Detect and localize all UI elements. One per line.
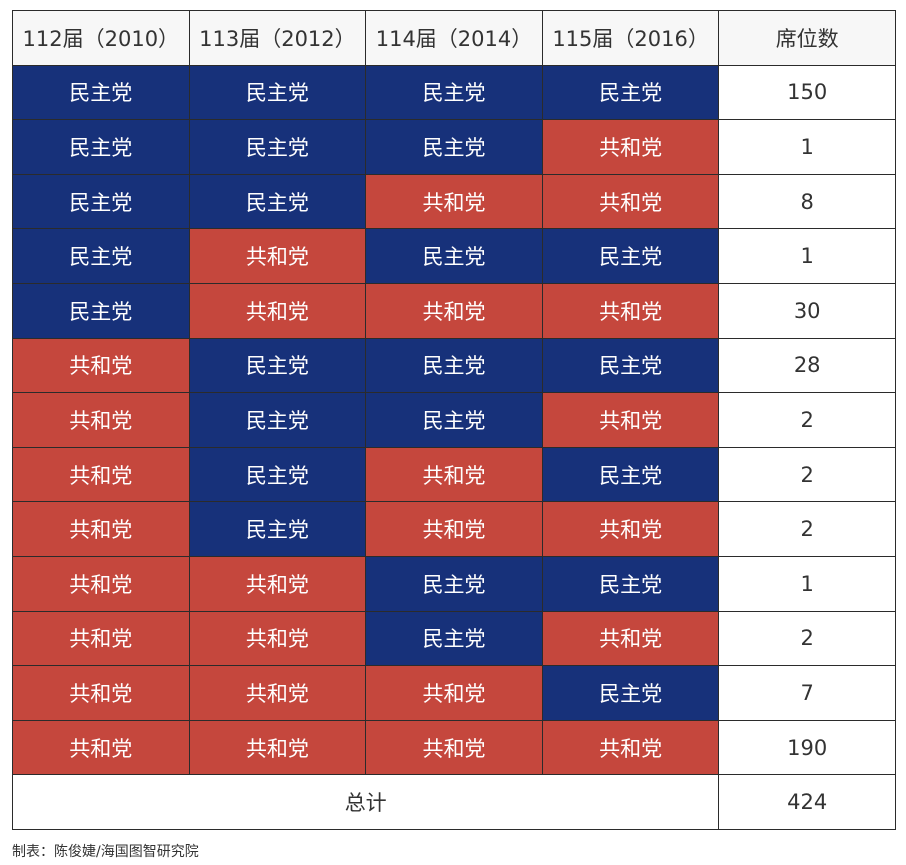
party-cell: 民主党 (12, 64, 190, 121)
source-note: 制表：陈俊婕/海国图智研究院 (12, 844, 199, 860)
party-cell: 民主党 (365, 610, 543, 667)
party-cell: 民主党 (188, 119, 367, 175)
party-cell: 共和党 (12, 665, 190, 721)
party-cell: 民主党 (188, 501, 367, 557)
seat-count-cell: 190 (718, 719, 896, 776)
party-cell: 民主党 (188, 337, 367, 394)
seat-count-cell: 30 (718, 282, 896, 339)
party-cell: 共和党 (365, 173, 543, 230)
party-cell: 共和党 (12, 446, 190, 503)
total-label: 总计 (11, 774, 720, 830)
party-cell: 民主党 (365, 392, 543, 448)
table-row: 民主党 共和党 共和党 共和党 30 (12, 282, 896, 339)
table-row: 民主党 民主党 民主党 民主党 150 (12, 64, 896, 121)
party-cell: 共和党 (365, 665, 543, 721)
party-cell: 民主党 (365, 555, 543, 612)
party-cell: 共和党 (12, 501, 190, 557)
seat-count-cell: 1 (718, 228, 896, 284)
seat-count-cell: 8 (718, 173, 896, 230)
table-row: 共和党 民主党 共和党 民主党 2 (12, 446, 896, 503)
seat-count-cell: 2 (718, 446, 896, 503)
table-row: 共和党 共和党 民主党 民主党 1 (12, 555, 896, 612)
party-cell: 共和党 (541, 610, 720, 667)
party-cell: 民主党 (541, 228, 720, 284)
party-cell: 共和党 (365, 719, 543, 776)
party-cell: 民主党 (365, 64, 543, 121)
party-cell: 共和党 (541, 719, 720, 776)
party-cell: 民主党 (12, 282, 190, 339)
party-cell: 共和党 (365, 501, 543, 557)
table-body: 民主党 民主党 民主党 民主党 150 民主党 民主党 民主党 共和党 1 民主党 民主党 共和党 共和党… (12, 64, 896, 776)
total-value: 424 (718, 774, 896, 830)
party-cell: 共和党 (541, 173, 720, 230)
party-cell: 民主党 (188, 64, 367, 121)
table-row: 共和党 民主党 共和党 共和党 2 (12, 501, 896, 557)
party-cell: 共和党 (188, 719, 367, 776)
party-cell: 共和党 (541, 119, 720, 175)
table-row: 共和党 共和党 民主党 共和党 2 (12, 610, 896, 667)
party-cell: 民主党 (188, 392, 367, 448)
seat-count-cell: 28 (718, 337, 896, 394)
party-cell: 共和党 (188, 555, 367, 612)
party-cell: 共和党 (541, 392, 720, 448)
party-cell: 共和党 (365, 446, 543, 503)
seat-count-cell: 2 (718, 610, 896, 667)
party-cell: 民主党 (12, 173, 190, 230)
party-cell: 民主党 (188, 173, 367, 230)
header-112: 112届（2010） (12, 10, 190, 66)
table-row: 民主党 民主党 共和党 共和党 8 (12, 173, 896, 230)
seat-count-cell: 2 (718, 501, 896, 557)
party-cell: 共和党 (12, 719, 190, 776)
header-114: 114届（2014） (365, 10, 543, 66)
party-cell: 共和党 (188, 610, 367, 667)
table-row: 共和党 共和党 共和党 共和党 190 (12, 719, 896, 776)
party-cell: 民主党 (12, 119, 190, 175)
seat-flip-table: 112届（2010） 113届（2012） 114届（2014） 115届（20… (11, 10, 896, 830)
seat-count-cell: 2 (718, 392, 896, 448)
seat-count-cell: 1 (718, 555, 896, 612)
party-cell: 民主党 (365, 119, 543, 175)
table-row: 民主党 共和党 民主党 民主党 1 (12, 228, 896, 284)
party-cell: 民主党 (541, 337, 720, 394)
party-cell: 民主党 (365, 228, 543, 284)
party-cell: 共和党 (12, 337, 190, 394)
party-cell: 共和党 (12, 555, 190, 612)
party-cell: 民主党 (541, 446, 720, 503)
party-cell: 共和党 (541, 282, 720, 339)
party-cell: 民主党 (188, 446, 367, 503)
seat-count-cell: 150 (718, 64, 896, 121)
header-115: 115届（2016） (541, 10, 720, 66)
party-cell: 民主党 (541, 64, 720, 121)
party-cell: 共和党 (188, 665, 367, 721)
party-cell: 民主党 (12, 228, 190, 284)
header-113: 113届（2012） (188, 10, 367, 66)
party-cell: 民主党 (365, 337, 543, 394)
party-cell: 共和党 (188, 282, 367, 339)
party-cell: 共和党 (541, 501, 720, 557)
party-cell: 共和党 (365, 282, 543, 339)
table-row: 共和党 民主党 民主党 共和党 2 (12, 392, 896, 448)
table-row: 民主党 民主党 民主党 共和党 1 (12, 119, 896, 175)
total-row: 总计 424 (11, 774, 896, 830)
table-row: 共和党 民主党 民主党 民主党 28 (12, 337, 896, 394)
header-seats: 席位数 (718, 10, 896, 66)
party-cell: 共和党 (188, 228, 367, 284)
party-cell: 共和党 (12, 392, 190, 448)
header-row: 112届（2010） 113届（2012） 114届（2014） 115届（20… (12, 10, 896, 66)
party-cell: 民主党 (541, 555, 720, 612)
table-row: 共和党 共和党 共和党 民主党 7 (12, 665, 896, 721)
party-cell: 共和党 (12, 610, 190, 667)
seat-count-cell: 1 (718, 119, 896, 175)
party-cell: 民主党 (541, 665, 720, 721)
seat-count-cell: 7 (718, 665, 896, 721)
